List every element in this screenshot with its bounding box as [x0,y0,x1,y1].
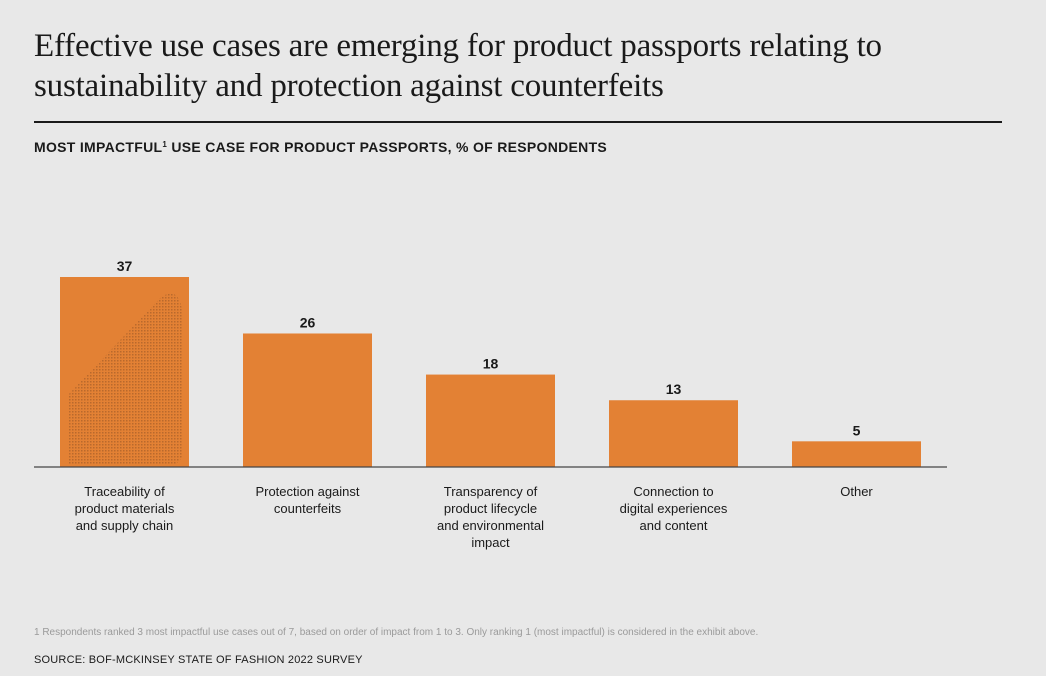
subtitle-main: MOST IMPACTFUL [34,139,163,155]
bar-5 [792,441,921,467]
category-label-1: Traceability of product materials and supp… [75,484,175,533]
source-note: SOURCE: BOF-MCKINSEY STATE OF FASHION 20… [34,654,363,666]
title-divider [34,121,1002,123]
data-label-5: 5 [853,422,861,438]
data-label-3: 18 [483,356,499,372]
data-label-1: 37 [117,258,133,274]
subtitle-footnote-marker: 1 [162,140,168,149]
bar-3 [426,374,555,467]
data-label-2: 26 [300,314,316,330]
bar-1-hatch-texture [68,293,182,465]
category-label-4: Connection to digital experiences and cont… [620,484,728,533]
bars-group: 37 Traceability of product materials and su… [34,258,947,550]
bar-chart: 37 Traceability of product materials and su… [34,258,947,550]
bar-4 [609,400,738,467]
chart-title: Effective use cases are emerging for pro… [34,28,882,104]
chart-subtitle: MOST IMPACTFUL1 USE CASE FOR PRODUCT PAS… [34,139,607,155]
data-label-4: 13 [666,381,682,397]
bar-2 [243,333,372,467]
footnote: 1 Respondents ranked 3 most impactful us… [34,627,759,638]
category-label-5: Other [840,484,873,499]
subtitle-rest: USE CASE FOR PRODUCT PASSPORTS, % OF RES… [167,139,608,155]
category-label-2: Protection against counterfeits [255,484,359,516]
category-label-3: Transparency of product lifecycle and envi… [437,484,544,550]
